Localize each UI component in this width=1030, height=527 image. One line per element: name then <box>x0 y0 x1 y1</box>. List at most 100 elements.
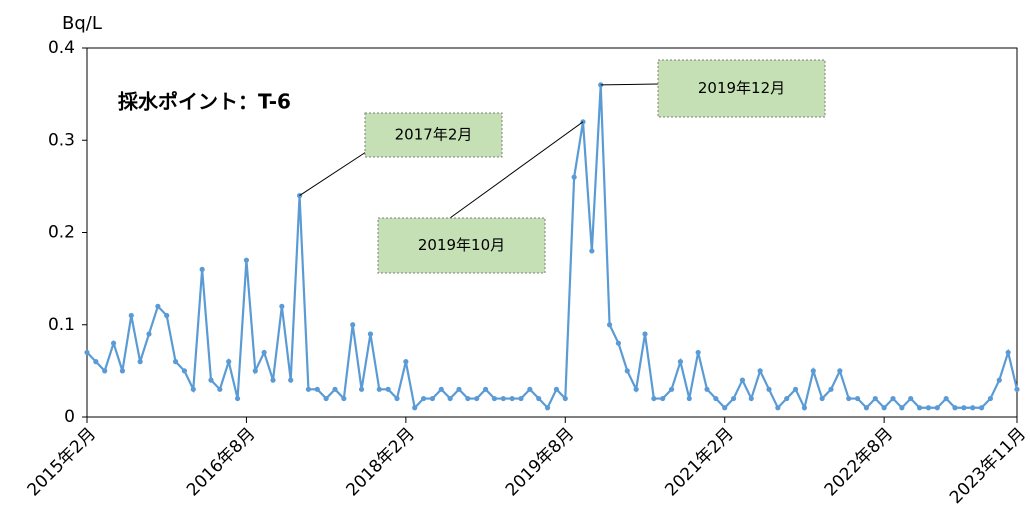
data-point <box>810 368 816 374</box>
data-point <box>943 395 949 402</box>
data-point <box>536 395 542 402</box>
data-point <box>872 395 878 402</box>
data-point <box>828 386 834 392</box>
data-point <box>226 359 232 365</box>
x-tick-label: 2016年8月 <box>183 424 259 500</box>
x-tick-label: 2023年11月 <box>946 424 1030 508</box>
data-point <box>934 405 940 411</box>
data-point <box>925 405 932 411</box>
data-point <box>482 386 489 392</box>
data-point <box>84 349 90 356</box>
data-point <box>350 322 356 328</box>
callout-text: 2019年12月 <box>698 79 785 97</box>
data-point <box>491 395 498 402</box>
data-point <box>660 395 666 402</box>
data-point <box>624 368 630 374</box>
data-point <box>367 331 374 337</box>
data-point <box>181 368 188 374</box>
data-point <box>899 405 905 411</box>
data-point <box>456 386 462 392</box>
data-point <box>314 386 320 392</box>
data-point <box>642 331 648 337</box>
data-point <box>500 395 506 402</box>
data-point <box>252 368 258 374</box>
data-point <box>288 377 294 383</box>
data-point <box>190 386 196 392</box>
data-point <box>447 395 453 402</box>
leader-line <box>600 83 659 86</box>
data-point <box>199 266 205 272</box>
data-point <box>217 386 223 392</box>
data-point <box>305 386 312 392</box>
data-point <box>119 368 126 374</box>
x-tick-label: 2022年8月 <box>821 424 897 500</box>
data-point <box>704 386 710 392</box>
data-point <box>748 395 754 402</box>
y-tick-label: 0.2 <box>48 223 75 243</box>
callout-text: 2019年10月 <box>418 236 505 254</box>
data-point <box>527 386 533 392</box>
data-point <box>137 359 143 365</box>
data-point <box>916 405 923 411</box>
y-tick-label: 0.3 <box>48 130 75 150</box>
data-point <box>562 395 568 402</box>
data-point <box>730 395 737 402</box>
data-point <box>996 377 1002 383</box>
data-point <box>1014 386 1020 392</box>
data-point <box>819 395 825 402</box>
data-point <box>323 395 329 402</box>
data-point <box>846 395 852 402</box>
data-point <box>571 174 577 180</box>
data-point <box>952 405 958 411</box>
data-point <box>208 377 214 383</box>
data-point <box>739 377 746 383</box>
data-point <box>385 386 391 392</box>
data-point <box>686 395 692 402</box>
x-tick-label: 2015年2月 <box>24 424 100 500</box>
data-point <box>695 349 701 356</box>
data-point <box>766 386 772 392</box>
data-point <box>128 312 134 319</box>
data-point <box>270 377 276 383</box>
data-point <box>146 331 152 337</box>
data-point <box>438 386 444 392</box>
data-point <box>863 405 870 411</box>
data-point <box>412 405 418 411</box>
data-point <box>970 405 976 411</box>
data-point <box>978 405 985 411</box>
data-point <box>509 395 515 402</box>
y-axis-label: Bq/L <box>62 13 102 34</box>
data-point <box>651 395 657 402</box>
leader-line <box>299 151 367 197</box>
data-point <box>722 405 728 411</box>
data-point <box>243 257 250 263</box>
data-point <box>465 395 471 402</box>
y-tick-label: 0.1 <box>48 315 75 335</box>
data-point <box>775 405 781 411</box>
data-line <box>86 84 1019 412</box>
x-tick-label: 2018年2月 <box>342 424 418 500</box>
data-point <box>837 368 843 374</box>
callout-box <box>364 112 503 158</box>
data-point <box>332 386 338 392</box>
data-point <box>518 395 524 402</box>
data-point <box>234 395 241 402</box>
data-point <box>801 405 808 411</box>
data-point <box>420 395 427 402</box>
data-point <box>668 386 675 392</box>
x-tick-label: 2021年2月 <box>661 424 737 500</box>
data-point <box>987 395 994 402</box>
y-tick-label: 0 <box>64 407 75 427</box>
data-point <box>376 386 382 392</box>
y-tick-label: 0.4 <box>48 38 75 58</box>
data-point <box>164 312 170 319</box>
data-point <box>881 405 887 411</box>
data-point <box>403 359 409 365</box>
leader-line <box>449 121 584 219</box>
x-tick-label: 2019年8月 <box>502 424 578 500</box>
chart-title: 採水ポイント：T-6 <box>118 90 291 114</box>
data-point <box>589 248 595 254</box>
data-point <box>713 395 719 402</box>
data-point <box>606 322 613 328</box>
